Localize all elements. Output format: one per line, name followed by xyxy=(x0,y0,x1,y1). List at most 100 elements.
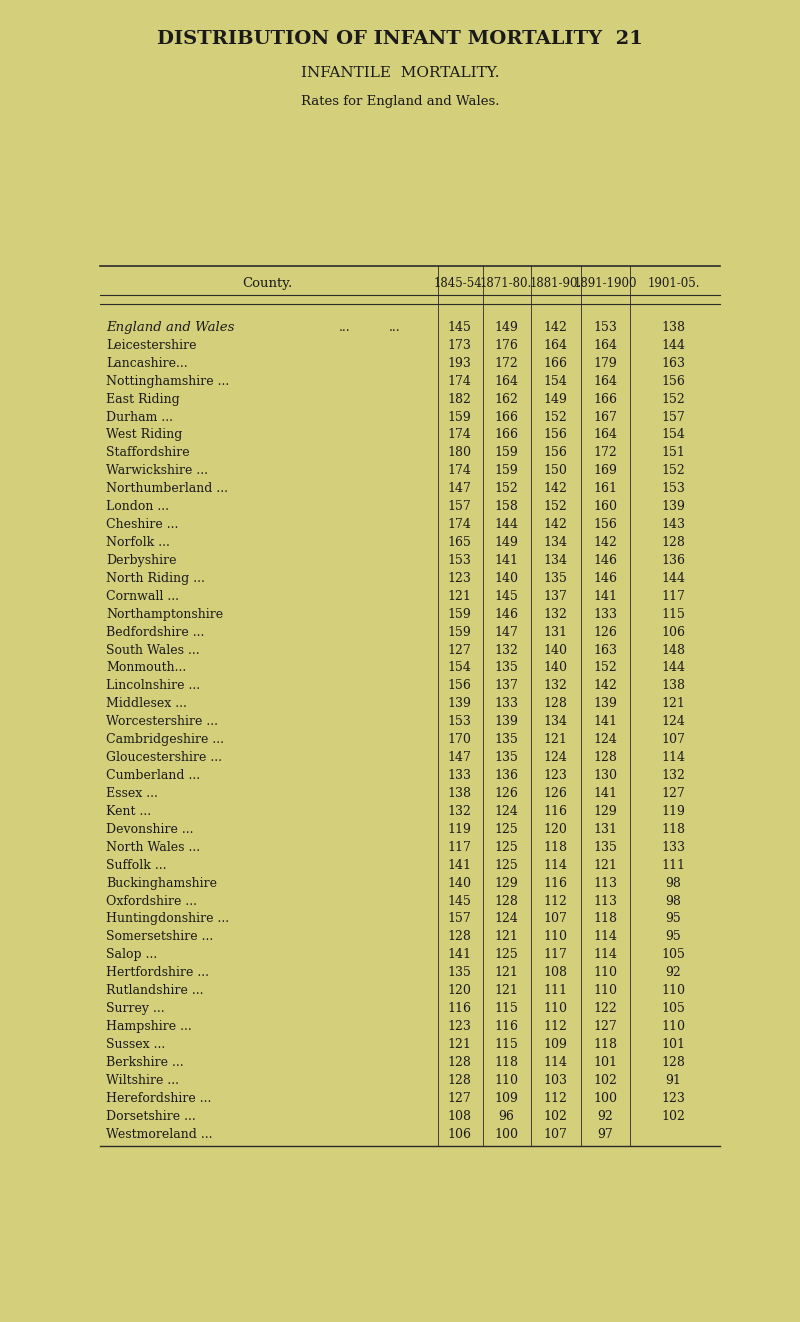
Text: 116: 116 xyxy=(544,805,568,818)
Text: 114: 114 xyxy=(544,1056,568,1068)
Text: 124: 124 xyxy=(544,751,568,764)
Text: 98: 98 xyxy=(666,876,682,890)
Text: 132: 132 xyxy=(494,644,518,657)
Text: 136: 136 xyxy=(662,554,686,567)
Text: 123: 123 xyxy=(544,769,568,783)
Text: 118: 118 xyxy=(594,1038,618,1051)
Text: Northumberland ...: Northumberland ... xyxy=(106,483,228,496)
Text: 111: 111 xyxy=(544,984,568,997)
Text: 121: 121 xyxy=(662,697,686,710)
Text: 110: 110 xyxy=(494,1073,518,1087)
Text: 142: 142 xyxy=(544,321,568,334)
Text: 159: 159 xyxy=(494,464,518,477)
Text: 105: 105 xyxy=(662,948,686,961)
Text: 139: 139 xyxy=(594,697,618,710)
Text: Kent ...: Kent ... xyxy=(106,805,151,818)
Text: 134: 134 xyxy=(544,554,568,567)
Text: 92: 92 xyxy=(598,1109,613,1122)
Text: 128: 128 xyxy=(448,1056,471,1068)
Text: 182: 182 xyxy=(448,393,471,406)
Text: 113: 113 xyxy=(594,876,618,890)
Text: 153: 153 xyxy=(448,715,471,728)
Text: 121: 121 xyxy=(594,859,618,871)
Text: 110: 110 xyxy=(662,984,686,997)
Text: 100: 100 xyxy=(494,1128,518,1141)
Text: 111: 111 xyxy=(662,859,686,871)
Text: North Wales ...: North Wales ... xyxy=(106,841,200,854)
Text: County.: County. xyxy=(242,278,293,291)
Text: Salop ...: Salop ... xyxy=(106,948,158,961)
Text: 147: 147 xyxy=(494,625,518,639)
Text: 103: 103 xyxy=(544,1073,568,1087)
Text: 128: 128 xyxy=(544,697,568,710)
Text: 107: 107 xyxy=(544,912,568,925)
Text: 110: 110 xyxy=(544,1002,568,1015)
Text: Northamptonshire: Northamptonshire xyxy=(106,608,223,621)
Text: 133: 133 xyxy=(662,841,686,854)
Text: 108: 108 xyxy=(544,966,568,980)
Text: 124: 124 xyxy=(494,805,518,818)
Text: 179: 179 xyxy=(594,357,617,370)
Text: 128: 128 xyxy=(662,1056,686,1068)
Text: Somersetshire ...: Somersetshire ... xyxy=(106,931,214,944)
Text: 166: 166 xyxy=(494,411,518,423)
Text: 141: 141 xyxy=(448,859,472,871)
Text: 134: 134 xyxy=(544,535,568,549)
Text: Durham ...: Durham ... xyxy=(106,411,173,423)
Text: Cambridgeshire ...: Cambridgeshire ... xyxy=(106,734,224,746)
Text: 142: 142 xyxy=(594,535,618,549)
Text: Leicestershire: Leicestershire xyxy=(106,338,197,352)
Text: 157: 157 xyxy=(448,912,471,925)
Text: Derbyshire: Derbyshire xyxy=(106,554,177,567)
Text: 152: 152 xyxy=(494,483,518,496)
Text: 174: 174 xyxy=(448,518,471,531)
Text: 127: 127 xyxy=(448,644,471,657)
Text: Devonshire ...: Devonshire ... xyxy=(106,822,194,836)
Text: 145: 145 xyxy=(448,895,471,907)
Text: 152: 152 xyxy=(544,411,567,423)
Text: 135: 135 xyxy=(448,966,471,980)
Text: 170: 170 xyxy=(448,734,471,746)
Text: 159: 159 xyxy=(448,608,471,621)
Text: 112: 112 xyxy=(544,1092,568,1105)
Text: 164: 164 xyxy=(594,338,618,352)
Text: 115: 115 xyxy=(662,608,686,621)
Text: 92: 92 xyxy=(666,966,682,980)
Text: 174: 174 xyxy=(448,464,471,477)
Text: 156: 156 xyxy=(544,447,568,459)
Text: 123: 123 xyxy=(448,1021,471,1032)
Text: 149: 149 xyxy=(544,393,568,406)
Text: Oxfordshire ...: Oxfordshire ... xyxy=(106,895,197,907)
Text: 128: 128 xyxy=(662,535,686,549)
Text: 135: 135 xyxy=(594,841,618,854)
Text: 144: 144 xyxy=(662,572,686,584)
Text: 176: 176 xyxy=(494,338,518,352)
Text: 141: 141 xyxy=(594,590,618,603)
Text: 138: 138 xyxy=(662,321,686,334)
Text: 91: 91 xyxy=(666,1073,682,1087)
Text: 139: 139 xyxy=(494,715,518,728)
Text: 132: 132 xyxy=(662,769,686,783)
Text: 125: 125 xyxy=(494,822,518,836)
Text: 152: 152 xyxy=(662,393,686,406)
Text: 133: 133 xyxy=(594,608,618,621)
Text: 126: 126 xyxy=(494,787,518,800)
Text: 121: 121 xyxy=(494,931,518,944)
Text: 138: 138 xyxy=(662,680,686,693)
Text: 133: 133 xyxy=(494,697,518,710)
Text: 110: 110 xyxy=(662,1021,686,1032)
Text: 139: 139 xyxy=(662,500,686,513)
Text: 166: 166 xyxy=(494,428,518,442)
Text: Lincolnshire ...: Lincolnshire ... xyxy=(106,680,200,693)
Text: 1901-05.: 1901-05. xyxy=(647,278,700,291)
Text: 114: 114 xyxy=(594,948,618,961)
Text: Sussex ...: Sussex ... xyxy=(106,1038,166,1051)
Text: 136: 136 xyxy=(494,769,518,783)
Text: 133: 133 xyxy=(448,769,472,783)
Text: 114: 114 xyxy=(594,931,618,944)
Text: 141: 141 xyxy=(594,787,618,800)
Text: 110: 110 xyxy=(594,966,618,980)
Text: 117: 117 xyxy=(662,590,686,603)
Text: 146: 146 xyxy=(494,608,518,621)
Text: 114: 114 xyxy=(662,751,686,764)
